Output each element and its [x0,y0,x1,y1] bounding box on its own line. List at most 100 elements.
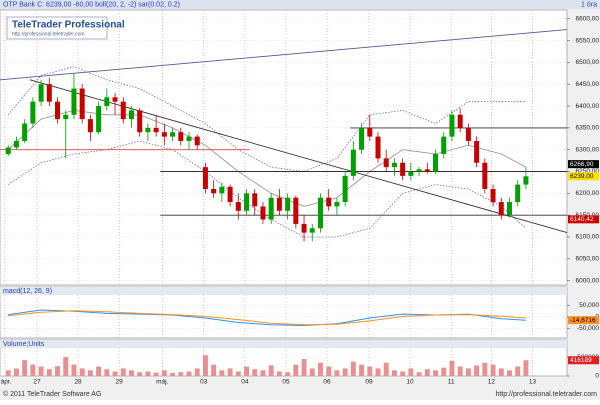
candle-body [465,127,471,141]
bar [30,364,36,376]
bar [219,370,225,376]
candle-body [227,186,233,203]
bar [170,372,176,376]
bollinger-band [7,66,526,172]
x-tick-label: 13 [529,379,537,386]
candle-body [194,136,200,146]
candle-body [30,101,36,124]
bar [465,368,471,376]
candle-body [276,197,282,211]
bar [515,366,521,376]
logo-url: http://professional.teletrader.com [12,31,85,37]
y-tick-label: 6300,00 [576,146,600,153]
bar [441,367,447,376]
candle-body [22,123,28,141]
bar [474,365,480,376]
logo: TeleTrader Professional http://professio… [6,16,125,40]
y-tick-label: -50,000 [577,325,599,332]
bar [112,371,118,376]
bar [383,362,389,376]
bar [63,357,69,376]
x-tick-label: 28 [74,379,82,386]
bar [104,369,110,376]
bar [87,370,93,376]
bar [285,372,291,376]
candle-body [5,147,11,155]
bar [424,369,430,376]
bar [22,360,28,376]
candle-body [178,132,184,141]
footer-url: http://professional.teletrader.com [495,391,597,398]
candle-body [161,132,167,137]
bar [120,368,126,376]
price-label: 6239,00 [570,173,594,180]
candle-body [268,197,274,220]
bar [482,362,488,376]
x-tick-label: 09 [365,379,373,386]
bar [13,368,19,376]
pane-title: macd(12, 26, 9) [3,288,52,295]
bollinger-band [7,140,527,238]
y-tick-label: 6100,00 [576,234,600,241]
candle-body [120,101,126,120]
bar [211,364,217,376]
price-label: 6140,42 [570,216,594,223]
bar [55,366,60,376]
candle-body [13,140,19,148]
candle-body [153,127,159,133]
candle-body [441,136,447,155]
copyright: © 2011 TeleTrader Software AG [3,390,101,398]
candle-body [87,119,93,133]
candle-body [301,223,307,233]
x-tick-label: 05 [282,379,290,386]
bar [276,371,282,376]
bar [490,364,496,376]
bar [334,370,340,376]
candle-body [260,206,266,220]
bar [161,370,167,376]
price-label-box [568,160,599,169]
candle-body [334,202,340,207]
x-tick-label: 04 [241,379,249,386]
bar [416,372,422,376]
bar [153,372,159,376]
price-label: 6266,90 [570,161,594,168]
price-label-box [568,215,599,224]
candle-body [202,167,208,189]
candle-body [400,162,406,176]
candle-body [342,175,348,203]
candle-body [235,202,241,211]
bar [342,368,348,376]
bar [194,368,200,376]
x-tick-label: 11 [448,379,455,386]
pane-header [0,287,567,295]
bar [252,369,258,376]
y-tick-label: 6550,00 [576,37,600,44]
bar [301,358,307,376]
candle-body [186,136,192,141]
pane-title: Volume;Units [3,341,45,348]
candle-body [326,197,332,207]
bar [71,364,77,376]
candle-body [38,84,44,102]
candle-body [408,171,414,176]
bar [309,368,315,376]
trend-line [29,79,568,234]
bar [498,368,504,376]
y-tick-label: 6000,00 [576,277,600,284]
y-tick-label: 6450,00 [576,81,600,88]
y-tick-label: 6500,00 [576,59,600,66]
bar [46,369,52,376]
pane-header [0,340,567,348]
candle-body [252,193,258,207]
bar [38,366,44,376]
candle-body [211,188,217,194]
bar [145,371,151,376]
bar [235,371,241,376]
x-tick-label: 27 [33,379,41,386]
y-tick-label: 6400,00 [576,103,600,110]
bar [433,370,438,376]
candle-body [170,132,176,137]
candle-body [145,127,151,133]
bar [137,372,143,376]
